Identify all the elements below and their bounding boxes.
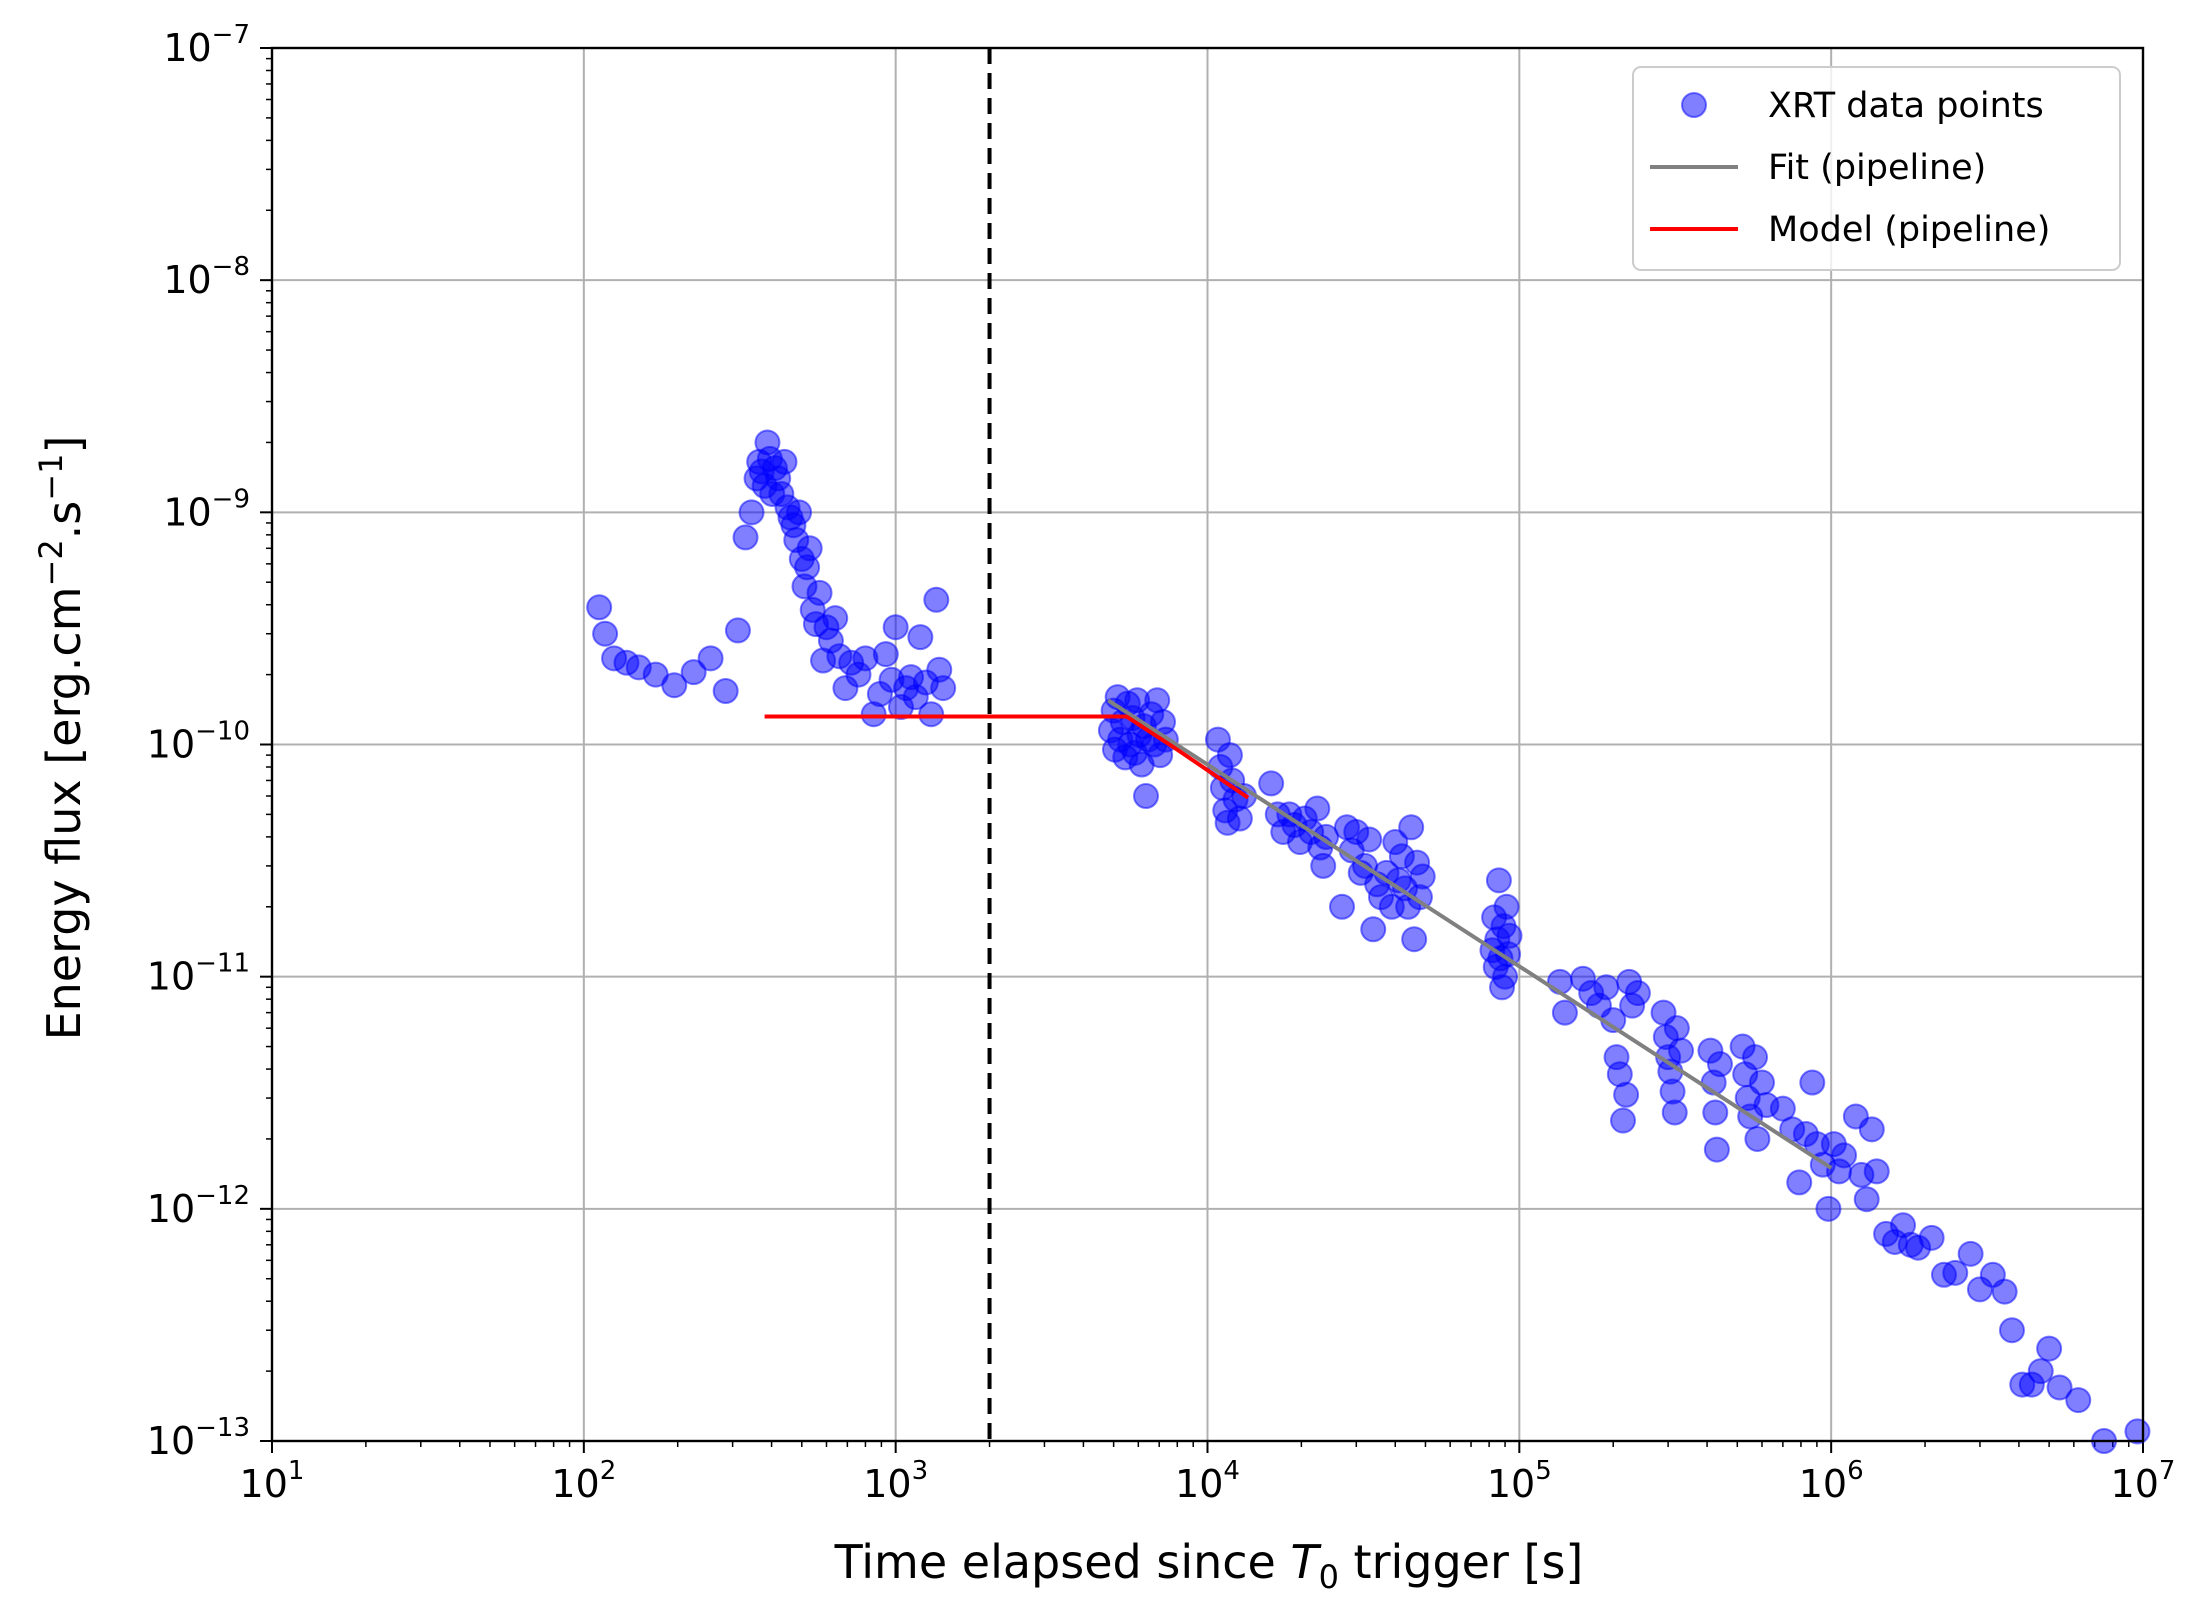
xrt-data-point	[1485, 867, 1512, 894]
xrt-data-point	[2124, 1418, 2151, 1445]
xrt-data-point	[1613, 1081, 1640, 1108]
xrt-data-point	[1702, 1099, 1729, 1126]
xrt-data-points	[586, 429, 2151, 1454]
xrt-data-point	[1144, 687, 1171, 714]
xrt-data-point	[1942, 1259, 1969, 1286]
legend: XRT data points Fit (pipeline) Model (pi…	[1632, 66, 2121, 271]
xrt-data-point	[1496, 922, 1523, 949]
y-tick-label: 10−8	[163, 252, 250, 302]
y-axis-label: Energy flux [erg.cm−2.s−1]	[32, 436, 91, 1041]
xrt-data-point	[1132, 783, 1159, 810]
xrt-data-point	[918, 701, 945, 728]
xrt-data-point	[796, 535, 823, 562]
xrt-data-point	[2027, 1358, 2054, 1385]
xrt-data-point	[1853, 1186, 1880, 1213]
legend-frame	[1632, 66, 2121, 271]
xrt-data-point	[680, 659, 707, 686]
model-pipeline-line	[764, 714, 1250, 800]
xrt-data-point	[1226, 805, 1253, 832]
xrt-data-point	[1918, 1224, 1945, 1251]
xrt-data-point	[1703, 1136, 1730, 1163]
legend-label-model: Model (pipeline)	[1768, 210, 2050, 250]
xrt-data-point	[1831, 1142, 1858, 1169]
x-tick-label: 101	[240, 1456, 305, 1506]
xrt-data-point	[1310, 852, 1337, 879]
xrt-data-point	[1329, 893, 1356, 920]
xrt-data-point	[586, 594, 613, 621]
plot-series	[586, 48, 2151, 1454]
xrt-data-point	[1216, 742, 1243, 769]
xrt-data-point	[1663, 1015, 1690, 1042]
x-tick-label: 105	[1487, 1456, 1552, 1506]
xrt-data-point	[1742, 1044, 1769, 1071]
x-tick-label: 107	[2111, 1456, 2176, 1506]
xrt-data-point	[930, 675, 957, 702]
legend-label-xrt: XRT data points	[1768, 86, 2044, 126]
xrt-data-point	[822, 605, 849, 632]
xrt-data-point	[1786, 1169, 1813, 1196]
xrt-data-point	[1360, 916, 1387, 943]
x-tick-label: 104	[1175, 1456, 1240, 1506]
xrt-data-point	[1609, 1107, 1636, 1134]
xrt-data-point	[697, 645, 724, 672]
x-tick-label: 106	[1799, 1456, 1864, 1506]
xrt-data-point	[1661, 1099, 1688, 1126]
xrt-data-point	[2036, 1335, 2063, 1362]
xrt-data-point	[732, 524, 759, 551]
xrt-data-point	[771, 448, 798, 475]
xrt-data-point	[1409, 863, 1436, 890]
xrt-data-point	[1551, 999, 1578, 1026]
xrt-data-point	[1356, 826, 1383, 853]
xrt-data-point	[872, 641, 899, 668]
xrt-data-point	[1492, 963, 1519, 990]
xrt-data-point	[1991, 1278, 2018, 1305]
xrt-data-point	[2065, 1387, 2092, 1414]
xrt-data-point	[1863, 1158, 1890, 1185]
x-tick-label: 103	[863, 1456, 928, 1506]
xrt-data-point	[1706, 1051, 1733, 1078]
xrt-data-point	[1998, 1317, 2025, 1344]
xrt-data-point	[1398, 814, 1425, 841]
x-tick-labels: 101 102 103 104 105 106 107	[240, 1456, 2176, 1506]
xrt-data-point	[712, 677, 739, 704]
x-axis-label: Time elapsed since T0 trigger [s]	[834, 1535, 1584, 1596]
y-tick-label: 10−13	[147, 1413, 250, 1463]
y-tick-label: 10−9	[163, 484, 250, 534]
xrt-data-point	[1668, 1037, 1695, 1064]
x-tick-label: 102	[551, 1456, 616, 1506]
xrt-data-point	[738, 499, 765, 526]
xrt-data-point	[1799, 1069, 1826, 1096]
fit-pipeline-line	[1107, 698, 1833, 1170]
xrt-data-point	[1744, 1125, 1771, 1152]
xrt-data-point	[1258, 770, 1285, 797]
xrt-data-point	[1748, 1069, 1775, 1096]
xrt-data-point	[1493, 893, 1520, 920]
y-tick-labels: 10−13 10−12 10−11 10−10 10−9 10−8 10−7	[147, 20, 250, 1463]
xrt-data-point	[592, 620, 619, 647]
xrt-data-point	[1815, 1195, 1842, 1222]
y-tick-label: 10−12	[147, 1181, 250, 1231]
xrt-data-point	[786, 499, 813, 526]
xrt-data-point	[1304, 795, 1331, 822]
xrt-data-point	[806, 579, 833, 606]
xrt-data-point	[2046, 1374, 2073, 1401]
axes-frame	[270, 46, 2145, 1443]
xrt-data-point	[1858, 1116, 1885, 1143]
xrt-data-point	[882, 614, 909, 641]
xrt-data-point	[1593, 974, 1620, 1001]
xrt-data-point	[1624, 980, 1651, 1007]
y-tick-label: 10−7	[163, 20, 250, 70]
xrt-data-point	[661, 672, 688, 699]
xrt-data-point	[923, 586, 950, 613]
xrt-data-point	[1957, 1240, 1984, 1267]
xrt-data-point	[907, 624, 934, 651]
legend-label-fit: Fit (pipeline)	[1768, 148, 1986, 188]
y-tick-label: 10−10	[147, 717, 250, 767]
legend-marker-xrt	[1681, 92, 1707, 118]
xrt-data-point	[1401, 926, 1428, 953]
y-tick-label: 10−11	[147, 949, 250, 999]
xrt-data-point	[724, 617, 751, 644]
